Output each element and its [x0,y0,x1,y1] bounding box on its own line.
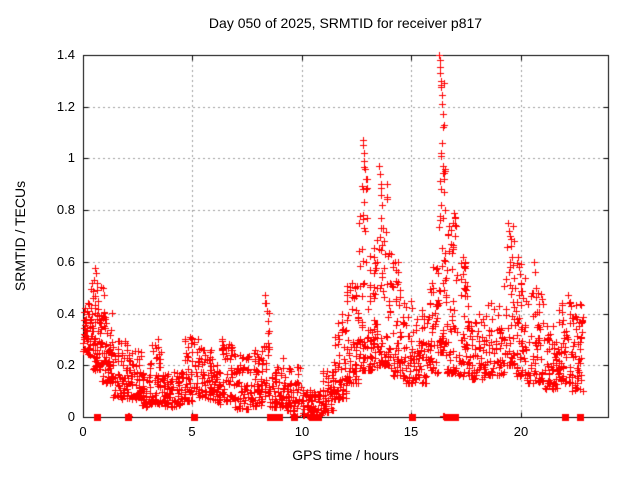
x-tick-label: 10 [294,424,310,439]
x-tick-label: 15 [403,424,419,439]
chart-title: Day 050 of 2025, SRMTID for receiver p81… [208,15,483,31]
x-axis-title: GPS time / hours [292,447,399,463]
y-tick-label: 0.4 [56,306,75,321]
y-tick-label: 0.2 [56,357,75,372]
x-tick-label: 5 [188,424,196,439]
y-tick-label: 1 [67,150,75,165]
y-axis-title: SRMTID / TECUs [12,180,28,292]
x-tick-label: 20 [513,424,529,439]
x-tick-label: 0 [79,424,87,439]
y-tick-label: 0.8 [56,202,75,217]
y-tick-label: 0 [67,409,75,424]
y-tick-label: 0.6 [56,254,75,269]
y-tick-label: 1.4 [56,47,75,62]
y-tick-label: 1.2 [56,99,75,114]
